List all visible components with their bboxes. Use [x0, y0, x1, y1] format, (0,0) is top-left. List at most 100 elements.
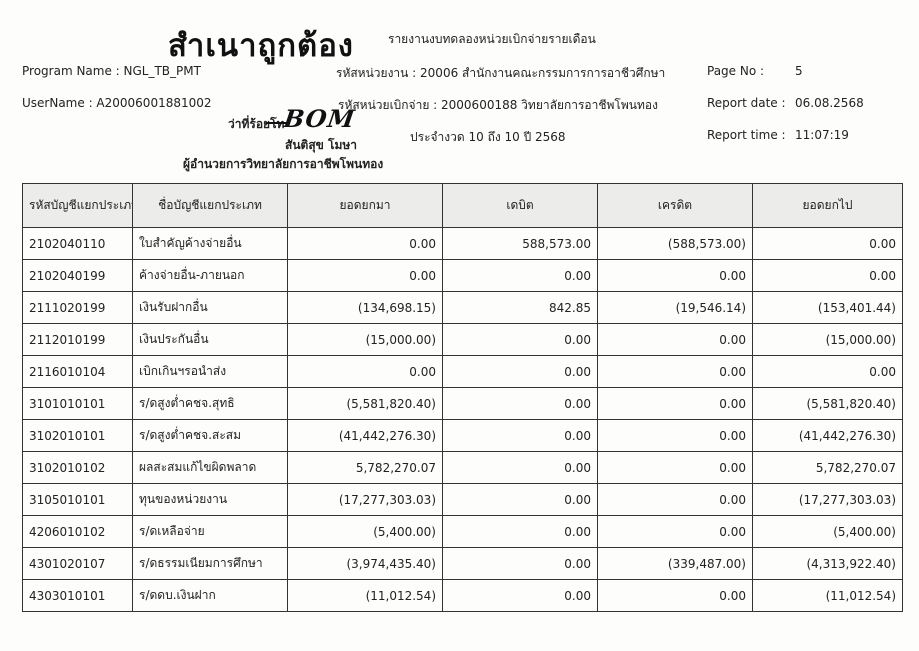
- cell-brought-forward: (15,000.00): [287, 323, 443, 356]
- agency-code: รหัสหน่วยงาน : 20006 สำนักงานคณะกรรมการก…: [336, 66, 666, 80]
- cell-account-name: ร/ดธรรมเนียมการศึกษา: [132, 547, 288, 580]
- column-header-debit: เดบิต: [442, 183, 598, 228]
- cell-credit: (339,487.00): [597, 547, 753, 580]
- cell-account-code: 2112010199: [22, 323, 133, 356]
- cell-account-code: 4301020107: [22, 547, 133, 580]
- cell-account-code: 2102040110: [22, 227, 133, 260]
- cell-account-code: 4206010102: [22, 515, 133, 548]
- signer-name: สันติสุข โมษา: [285, 138, 358, 152]
- cell-carried-forward: (17,277,303.03): [752, 483, 903, 516]
- cell-debit: 0.00: [442, 579, 598, 612]
- column-header-carried-forward: ยอดยกไป: [752, 183, 903, 228]
- cell-debit: 0.00: [442, 419, 598, 452]
- cell-brought-forward: (11,012.54): [287, 579, 443, 612]
- table-header-row: รหัสบัญชีแยกประเภท ชื่อบัญชีแยกประเภท ยอดย…: [22, 183, 903, 228]
- cell-brought-forward: 0.00: [287, 259, 443, 292]
- table-row: 3101010101 ร/ดสูงต่ำคชจ.สุทธิ (5,581,820.4…: [22, 387, 903, 420]
- cell-debit: 0.00: [442, 483, 598, 516]
- signer-rank: ว่าที่ร้อยโท: [228, 117, 285, 131]
- cell-debit: 842.85: [442, 291, 598, 324]
- cell-credit: 0.00: [597, 355, 753, 388]
- cell-debit: 588,573.00: [442, 227, 598, 260]
- cell-brought-forward: 5,782,270.07: [287, 451, 443, 484]
- cell-credit: 0.00: [597, 387, 753, 420]
- cell-carried-forward: (15,000.00): [752, 323, 903, 356]
- handwritten-signature: BOM: [281, 104, 358, 133]
- column-header-credit: เครดิต: [597, 183, 753, 228]
- cell-account-code: 2116010104: [22, 355, 133, 388]
- cell-debit: 0.00: [442, 323, 598, 356]
- cell-debit: 0.00: [442, 387, 598, 420]
- cell-credit: 0.00: [597, 483, 753, 516]
- report-time-label: Report time :: [707, 128, 786, 142]
- table-row: 4301020107 ร/ดธรรมเนียมการศึกษา (3,974,435…: [22, 547, 903, 580]
- cell-brought-forward: (134,698.15): [287, 291, 443, 324]
- table-row: 4206010102 ร/ดเหลือจ่าย (5,400.00) 0.00 0.00…: [22, 515, 903, 548]
- disbursing-unit-code: รหัสหน่วยเบิกจ่าย : 2000600188 วิทยาลัยก…: [338, 98, 658, 112]
- cell-brought-forward: (3,974,435.40): [287, 547, 443, 580]
- cell-account-name: ใบสำคัญค้างจ่ายอื่น: [132, 227, 288, 260]
- cell-debit: 0.00: [442, 547, 598, 580]
- cell-account-name: ค้างจ่ายอื่น-ภายนอก: [132, 259, 288, 292]
- cell-debit: 0.00: [442, 451, 598, 484]
- table-row: 4303010101 ร/ดดบ.เงินฝาก (11,012.54) 0.00 0.…: [22, 579, 903, 612]
- cell-credit: 0.00: [597, 515, 753, 548]
- cell-account-code: 2102040199: [22, 259, 133, 292]
- cell-credit: (19,546.14): [597, 291, 753, 324]
- cell-brought-forward: (41,442,276.30): [287, 419, 443, 452]
- table-row: 3102010101 ร/ดสูงต่ำคชจ.สะสม (41,442,276.3…: [22, 419, 903, 452]
- table-row: 2116010104 เบิกเกินฯรอนำส่ง 0.00 0.00 0.00 0.…: [22, 355, 903, 388]
- table-row: 2102040199 ค้างจ่ายอื่น-ภายนอก 0.00 0.00 0.0…: [22, 259, 903, 292]
- cell-account-name: ร/ดดบ.เงินฝาก: [132, 579, 288, 612]
- cell-brought-forward: (17,277,303.03): [287, 483, 443, 516]
- cell-account-code: 2111020199: [22, 291, 133, 324]
- cell-credit: 0.00: [597, 419, 753, 452]
- table-row: 2111020199 เงินรับฝากอื่น (134,698.15) 842.…: [22, 291, 903, 324]
- cell-brought-forward: 0.00: [287, 227, 443, 260]
- cell-debit: 0.00: [442, 515, 598, 548]
- cell-credit: 0.00: [597, 579, 753, 612]
- cell-account-name: ร/ดสูงต่ำคชจ.สุทธิ: [132, 387, 288, 420]
- cell-account-code: 3102010101: [22, 419, 133, 452]
- column-header-brought-forward: ยอดยกมา: [287, 183, 443, 228]
- report-title: รายงานงบทดลองหน่วยเบิกจ่ายรายเดือน: [388, 32, 596, 46]
- report-date: 06.08.2568: [795, 96, 864, 110]
- cell-credit: 0.00: [597, 451, 753, 484]
- cell-carried-forward: (5,400.00): [752, 515, 903, 548]
- cell-debit: 0.00: [442, 355, 598, 388]
- trial-balance-table: รหัสบัญชีแยกประเภท ชื่อบัญชีแยกประเภท ยอดย…: [22, 183, 903, 612]
- signer-position: ผู้อำนวยการวิทยาลัยการอาชีพโพนทอง: [183, 157, 384, 171]
- cell-credit: (588,573.00): [597, 227, 753, 260]
- cell-carried-forward: 0.00: [752, 227, 903, 260]
- cell-brought-forward: (5,400.00): [287, 515, 443, 548]
- cell-carried-forward: (11,012.54): [752, 579, 903, 612]
- signature-stroke: [266, 122, 288, 124]
- table-row: 3105010101 ทุนของหน่วยงาน (17,277,303.03) 0…: [22, 483, 903, 516]
- cell-account-name: ผลสะสมแก้ไขผิดพลาด: [132, 451, 288, 484]
- cell-account-name: เบิกเกินฯรอนำส่ง: [132, 355, 288, 388]
- cell-carried-forward: (153,401.44): [752, 291, 903, 324]
- cell-brought-forward: (5,581,820.40): [287, 387, 443, 420]
- cell-credit: 0.00: [597, 323, 753, 356]
- report-period: ประจำงวด 10 ถึง 10 ปี 2568: [410, 130, 566, 144]
- page-no: 5: [795, 64, 803, 78]
- cell-account-code: 3105010101: [22, 483, 133, 516]
- table-row: 2112010199 เงินประกันอื่น (15,000.00) 0.00 0…: [22, 323, 903, 356]
- report-date-label: Report date :: [707, 96, 786, 110]
- program-name: Program Name : NGL_TB_PMT: [22, 64, 201, 78]
- cell-carried-forward: (41,442,276.30): [752, 419, 903, 452]
- cell-brought-forward: 0.00: [287, 355, 443, 388]
- page-no-label: Page No :: [707, 64, 765, 78]
- table-row: 3102010102 ผลสะสมแก้ไขผิดพลาด 5,782,270.07…: [22, 451, 903, 484]
- report-time: 11:07:19: [795, 128, 849, 142]
- cell-account-code: 3101010101: [22, 387, 133, 420]
- table-row: 2102040110 ใบสำคัญค้างจ่ายอื่น 0.00 588,573…: [22, 227, 903, 260]
- cell-account-code: 3102010102: [22, 451, 133, 484]
- cell-account-name: ร/ดเหลือจ่าย: [132, 515, 288, 548]
- column-header-account-code: รหัสบัญชีแยกประเภท: [22, 183, 133, 228]
- cell-carried-forward: (5,581,820.40): [752, 387, 903, 420]
- cell-account-name: ร/ดสูงต่ำคชจ.สะสม: [132, 419, 288, 452]
- username: UserName : A20006001881002: [22, 96, 212, 110]
- certified-copy-stamp: สำเนาถูกต้อง: [168, 28, 354, 64]
